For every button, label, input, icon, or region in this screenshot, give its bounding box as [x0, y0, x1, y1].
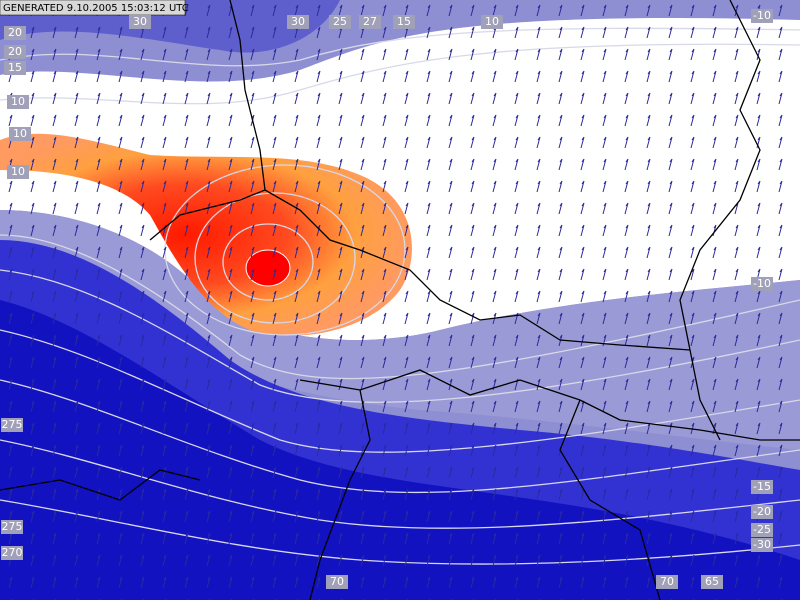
contour-label-box: 10	[7, 95, 29, 109]
label-background	[4, 45, 26, 59]
label-background	[329, 15, 351, 29]
label-background	[751, 538, 773, 552]
label-background	[751, 9, 773, 23]
contour-label-box: -15	[751, 480, 773, 494]
contour-label: 10	[11, 95, 25, 108]
contour-label: 270	[2, 546, 23, 559]
label-background	[751, 277, 773, 291]
contour-label: -10	[753, 9, 771, 22]
label-background	[326, 575, 348, 589]
label-background	[701, 575, 723, 589]
contour-label: 15	[8, 61, 22, 74]
contour-label-box: -30	[751, 538, 773, 552]
label-background	[751, 523, 773, 537]
contour-label-box: 20	[4, 26, 26, 40]
contour-label: -10	[753, 277, 771, 290]
label-background	[393, 15, 415, 29]
label-background	[751, 480, 773, 494]
contour-label: 275	[2, 418, 23, 431]
contour-label-box: -25	[751, 523, 773, 537]
contour-label: 70	[660, 575, 674, 588]
contour-label-box: 15	[4, 61, 26, 75]
contour-label: 30	[291, 15, 305, 28]
contour-label-box: 10	[9, 127, 31, 141]
contour-label-box: 10	[481, 15, 503, 29]
contour-label: 275	[2, 520, 23, 533]
label-background	[7, 165, 29, 179]
contour-label: -15	[753, 480, 771, 493]
contour-label: 10	[13, 127, 27, 140]
contour-label: -20	[753, 505, 771, 518]
contour-label: 30	[133, 15, 147, 28]
label-background	[1, 418, 23, 432]
contour-label: 10	[11, 165, 25, 178]
label-background	[1, 520, 23, 534]
contour-label-box: 10	[7, 165, 29, 179]
label-background	[751, 505, 773, 519]
contour-label-box: 70	[656, 575, 678, 589]
contour-label: -25	[753, 523, 771, 536]
contour-label-box: 20	[4, 45, 26, 59]
contour-label-box: -10	[751, 9, 773, 23]
header: GENERATED 9.10.2005 15:03:12 UTC	[0, 0, 189, 16]
contour-labels: 20 30 30 25 27 15 10 -10 20 15 10 10 10 -10 275 275 270 7…	[1, 9, 773, 589]
contour-label: 20	[8, 45, 22, 58]
contour-label-box: 30	[287, 15, 309, 29]
contour-label-box: 15	[393, 15, 415, 29]
contour-label-box: 270	[1, 546, 23, 560]
contour-label: 10	[485, 15, 499, 28]
label-background	[4, 61, 26, 75]
contour-label: 25	[333, 15, 347, 28]
contour-label-box: -20	[751, 505, 773, 519]
contour-label: 65	[705, 575, 719, 588]
contour-label: 27	[363, 15, 377, 28]
label-background	[9, 127, 31, 141]
contour-label-box: 275	[1, 418, 23, 432]
label-background	[481, 15, 503, 29]
contour-label: -30	[753, 538, 771, 551]
contour-label-box: 275	[1, 520, 23, 534]
label-background	[359, 15, 381, 29]
contour-label: 70	[330, 575, 344, 588]
label-background	[287, 15, 309, 29]
contour-label-box: 27	[359, 15, 381, 29]
generated-stamp: GENERATED 9.10.2005 15:03:12 UTC	[3, 3, 189, 14]
contour-label-box: 70	[326, 575, 348, 589]
contour-label-box: 30	[129, 15, 151, 29]
contour-label: 15	[397, 15, 411, 28]
label-background	[4, 26, 26, 40]
label-background	[656, 575, 678, 589]
contour-label-box: -10	[751, 277, 773, 291]
label-background	[7, 95, 29, 109]
label-background	[1, 546, 23, 560]
label-background	[129, 15, 151, 29]
contour-label: 20	[8, 26, 22, 39]
contour-label-box: 65	[701, 575, 723, 589]
contour-label-box: 25	[329, 15, 351, 29]
